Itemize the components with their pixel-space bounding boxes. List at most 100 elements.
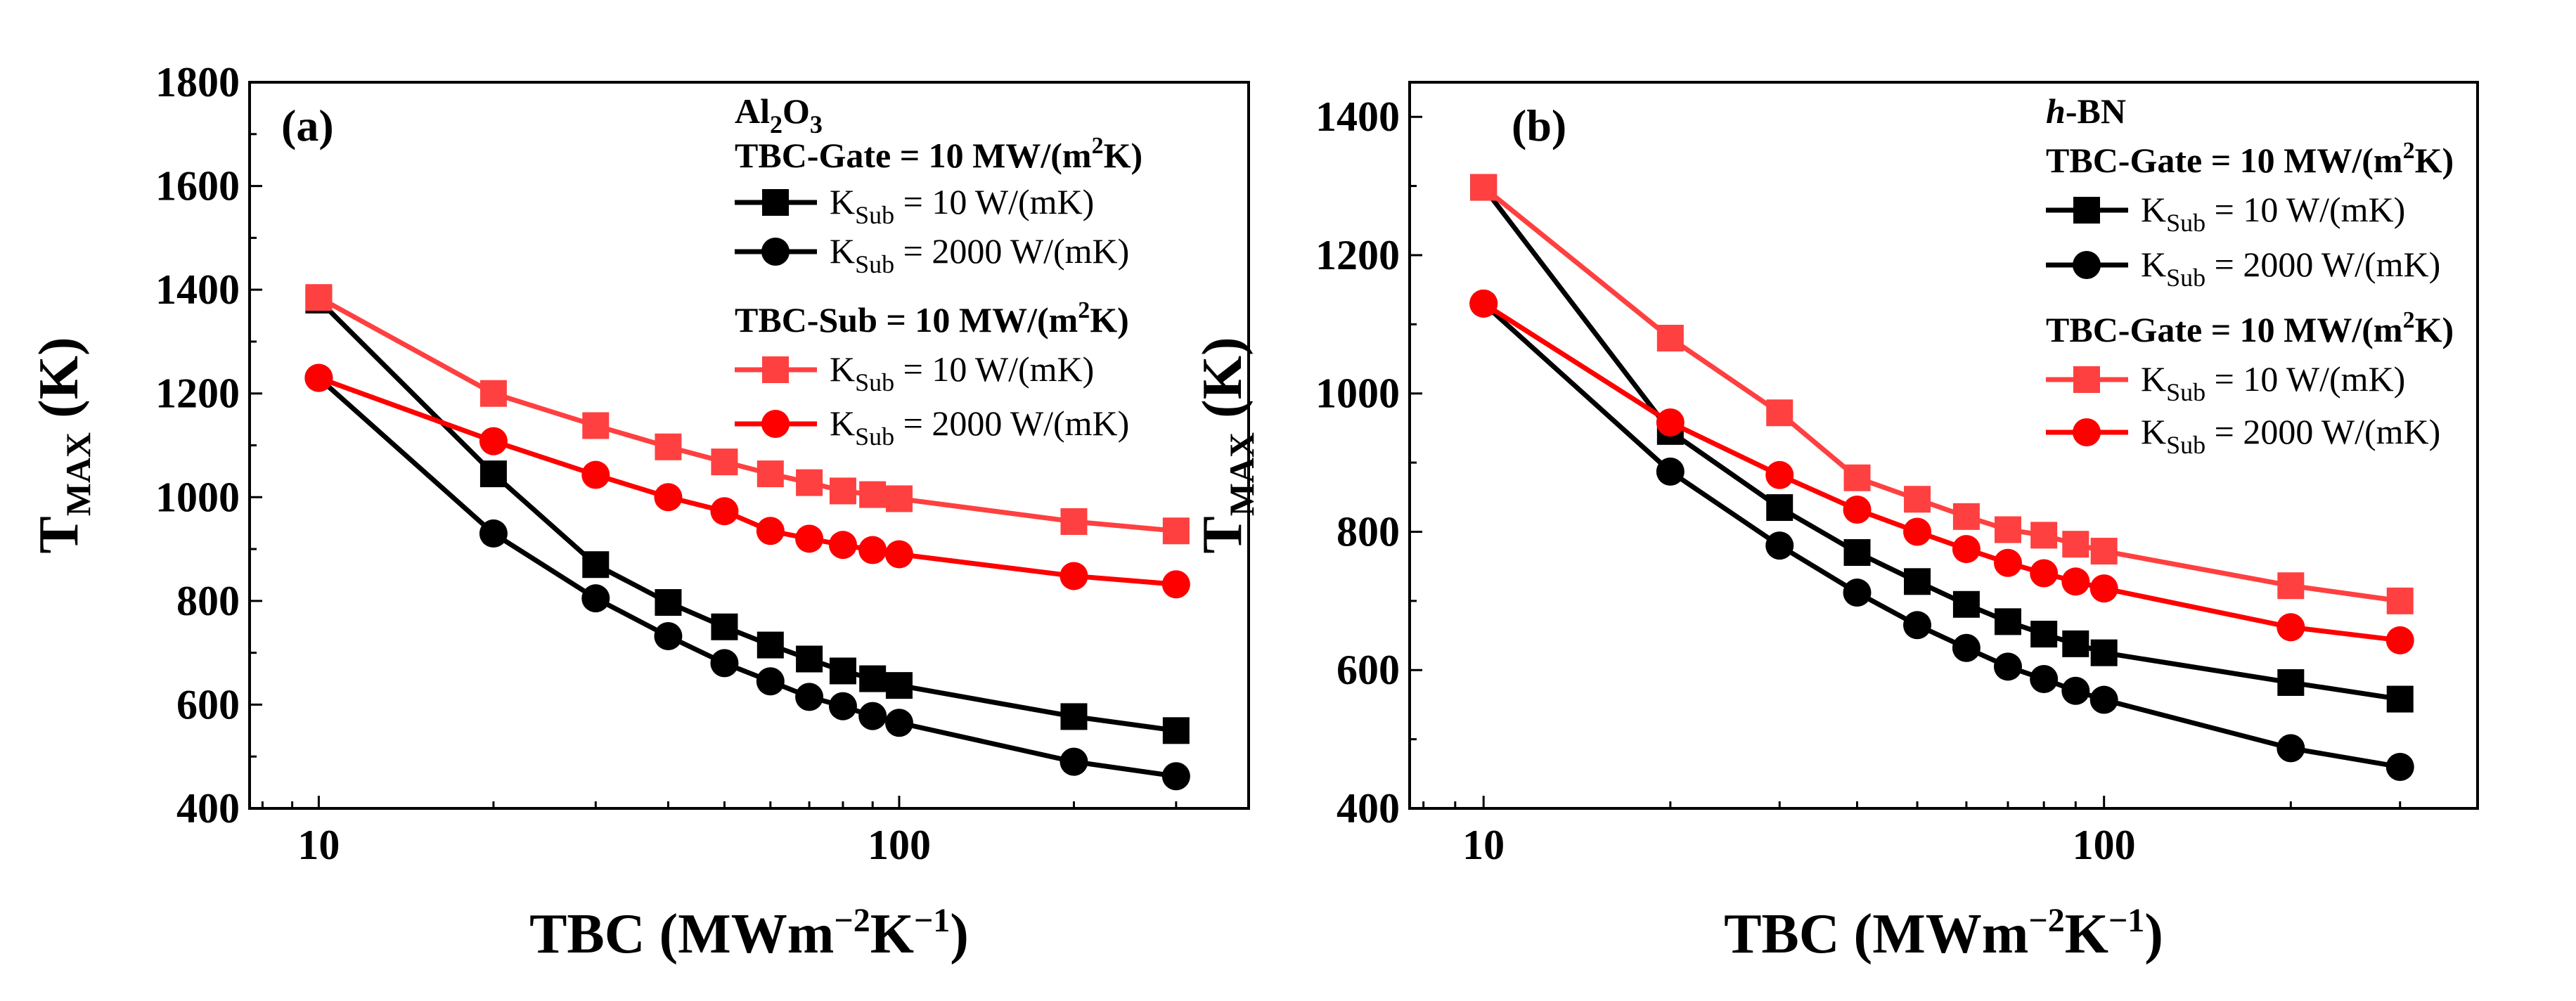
tspan: = 10 W/(mK) [894, 349, 1094, 389]
data-point-square [1162, 517, 1190, 545]
data-point-square [1952, 590, 1980, 618]
data-point-square [2386, 587, 2414, 614]
data-point-circle [795, 524, 824, 553]
data-point-circle [1903, 611, 1932, 640]
data-point-circle [2061, 567, 2090, 596]
data-point-square [655, 589, 682, 616]
data-point-circle [858, 536, 887, 564]
data-point-square [1904, 568, 1931, 595]
series-line [1481, 185, 2401, 604]
data-point-circle [1993, 652, 2022, 681]
panel-a: 400 600 800 1000 1200 1400 1600 1800 10 100 TBC (M… [28, 59, 1250, 965]
tspan: O [783, 91, 810, 131]
data-point-square [479, 460, 507, 488]
series-2 [305, 284, 1190, 545]
data-point-square [796, 469, 823, 496]
subscript: Sub [2166, 431, 2205, 459]
superscript: −1 [914, 902, 950, 939]
tspan: K [2141, 190, 2166, 229]
data-point-square [2062, 531, 2089, 558]
data-point-square [1994, 516, 2021, 543]
data-point-square [2386, 685, 2414, 713]
data-point-circle [2030, 559, 2059, 588]
tspan: = 2000 W/(mK) [2205, 245, 2440, 284]
y-tick-label: 1400 [155, 266, 240, 313]
y-tick-label: 1800 [155, 59, 240, 105]
data-point-circle [884, 540, 913, 569]
data-point-circle [1656, 457, 1685, 486]
data-point-circle [2276, 613, 2305, 642]
legend-label: KSub = 2000 W/(mK) [2141, 245, 2440, 292]
data-point-square [1994, 608, 2021, 635]
x-tick-label: 100 [2073, 822, 2136, 868]
data-point-square [1766, 494, 1793, 522]
tspan: ) [2144, 903, 2163, 965]
data-point-circle [1469, 289, 1498, 318]
tspan: TBC-Gate = 10 MW/(m [2046, 310, 2403, 349]
tspan: K [2141, 412, 2166, 451]
data-point-square [885, 672, 913, 699]
series-line [317, 375, 1177, 779]
tspan: TBC-Sub = 10 MW/(m [735, 300, 1078, 340]
legend-material: h-BN [2046, 91, 2126, 131]
y-tick-label: 1600 [155, 163, 240, 209]
legend-group-title: TBC-Gate = 10 MW/(m2K) [735, 133, 1142, 175]
tspan: Al [735, 91, 770, 131]
data-point-circle [654, 483, 683, 512]
superscript: −1 [2108, 902, 2144, 939]
data-point-circle [654, 622, 683, 651]
tspan: ) [950, 903, 969, 965]
data-point-square [1843, 464, 1871, 491]
data-point-circle [1060, 562, 1088, 590]
data-point-circle [828, 531, 857, 560]
y-tick-label: 1000 [1315, 370, 1400, 417]
data-point-circle [1765, 531, 1794, 560]
data-point-square [1952, 503, 1980, 530]
data-point-square [756, 631, 784, 659]
tspan: (K) [1192, 337, 1254, 432]
series-line [318, 375, 1177, 587]
superscript: 2 [2403, 138, 2415, 164]
x-tick-label: 100 [868, 822, 931, 868]
data-point-square [2277, 572, 2305, 600]
data-point-square [859, 481, 887, 508]
legend-label: KSub = 10 W/(mK) [830, 349, 1094, 396]
data-point-circle [2061, 676, 2090, 705]
y-tick-label: 1200 [1315, 232, 1400, 278]
legend-square-marker [2073, 197, 2100, 224]
data-point-square [711, 448, 738, 476]
data-point-circle [2030, 665, 2059, 694]
data-point-circle [1656, 408, 1685, 437]
data-point-square [655, 433, 682, 460]
subscript: Sub [855, 368, 894, 396]
subscript: Sub [2166, 264, 2205, 292]
data-point-circle [581, 460, 610, 489]
data-point-circle [2276, 734, 2305, 763]
x-axis-title: TBC (MWm−2K−1) [529, 902, 969, 965]
data-point-circle [1843, 579, 1872, 607]
data-point-square [2062, 630, 2089, 657]
data-point-circle [858, 702, 887, 730]
subscript: Sub [2166, 209, 2205, 237]
legend-label: KSub = 2000 W/(mK) [830, 403, 1129, 451]
subscript: MAX [1222, 432, 1261, 516]
data-point-square [582, 551, 610, 579]
data-point-circle [479, 427, 508, 456]
data-point-circle [795, 683, 824, 711]
superscript: −2 [2028, 902, 2064, 939]
y-tick-label: 400 [176, 785, 240, 832]
superscript: −2 [834, 902, 870, 939]
data-point-square [2090, 639, 2118, 666]
data-point-square [829, 477, 856, 505]
panel-label: (a) [281, 101, 334, 150]
legend-label: KSub = 10 W/(mK) [2141, 190, 2405, 237]
y-tick-label: 1400 [1315, 93, 1400, 140]
data-point-circle [479, 519, 508, 548]
series-line [316, 298, 1177, 733]
data-point-circle [756, 517, 785, 545]
tspan: T [1192, 516, 1254, 553]
data-point-circle [1993, 548, 2022, 577]
data-point-square [2277, 669, 2305, 696]
x-tick-label: 10 [1462, 822, 1505, 868]
